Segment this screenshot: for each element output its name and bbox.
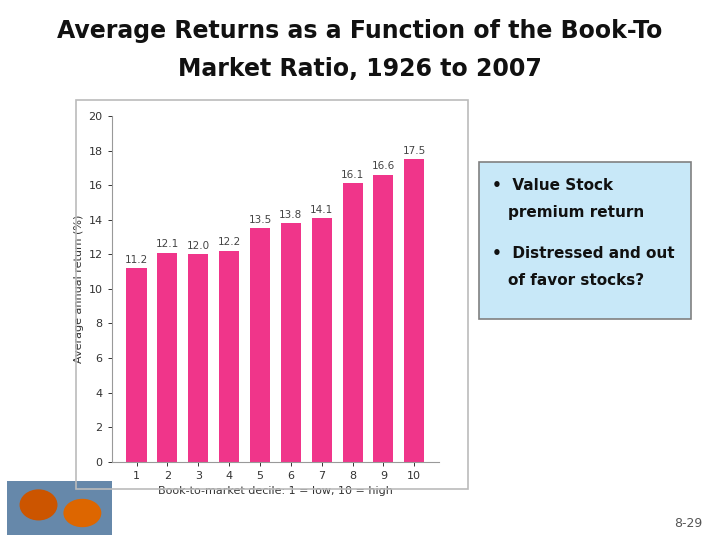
Bar (188, 254, 208, 462)
Text: 16.6: 16.6 (372, 161, 395, 171)
Text: premium return: premium return (508, 205, 644, 220)
Ellipse shape (20, 490, 57, 519)
Bar (127, 268, 147, 462)
Bar (281, 223, 301, 462)
Bar (404, 159, 424, 462)
Text: Market Ratio, 1926 to 2007: Market Ratio, 1926 to 2007 (178, 57, 542, 80)
Text: 13.5: 13.5 (248, 215, 271, 225)
Text: •  Value Stock: • Value Stock (492, 178, 613, 193)
Text: 16.1: 16.1 (341, 170, 364, 180)
Text: 17.5: 17.5 (402, 146, 426, 156)
Bar (158, 253, 177, 462)
Text: 8-29: 8-29 (674, 517, 702, 530)
Text: 13.8: 13.8 (279, 210, 302, 220)
Text: 11.2: 11.2 (125, 255, 148, 265)
Y-axis label: Average annual return (%): Average annual return (%) (74, 215, 84, 363)
Text: Average Returns as a Function of the Book-To: Average Returns as a Function of the Boo… (58, 19, 662, 43)
Bar (343, 184, 363, 462)
Text: 12.1: 12.1 (156, 239, 179, 249)
Text: 14.1: 14.1 (310, 205, 333, 214)
Text: of favor stocks?: of favor stocks? (508, 273, 644, 288)
Text: 12.0: 12.0 (186, 241, 210, 251)
Text: •  Distressed and out: • Distressed and out (492, 246, 675, 261)
Bar (250, 228, 270, 462)
Bar (374, 175, 393, 462)
X-axis label: Book-to-market decile: 1 = low, 10 = high: Book-to-market decile: 1 = low, 10 = hig… (158, 487, 393, 496)
Ellipse shape (64, 500, 101, 526)
Bar (219, 251, 239, 462)
Bar (312, 218, 332, 462)
Text: 12.2: 12.2 (217, 238, 240, 247)
